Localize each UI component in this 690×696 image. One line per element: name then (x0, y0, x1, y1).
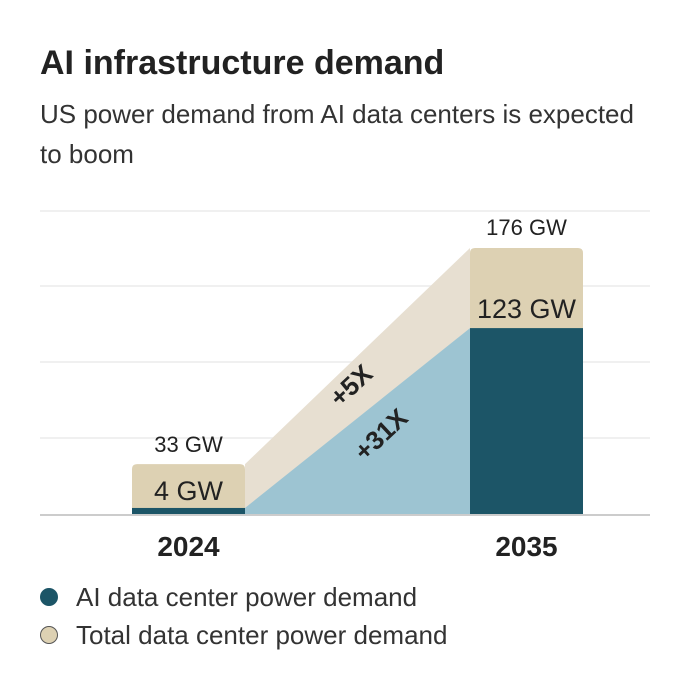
ai-growth-band (245, 328, 470, 514)
legend-swatch-total (40, 626, 58, 644)
legend-item-ai: AI data center power demand (40, 578, 447, 616)
value-label-ai-2035: 123 GW (477, 294, 577, 324)
page-subtitle: US power demand from AI data centers is … (40, 99, 634, 169)
legend-item-total: Total data center power demand (40, 616, 447, 654)
legend-swatch-ai (40, 588, 58, 606)
page-title: AI infrastructure demand (40, 44, 445, 82)
value-label-ai-2024: 4 GW (154, 476, 224, 506)
bar-total-2024 (132, 464, 245, 514)
bar-ai-2035 (470, 328, 583, 514)
x-tick-label-2024: 2024 (157, 531, 220, 560)
x-tick-label-2035: 2035 (495, 531, 557, 560)
bar-ai-2024 (132, 507, 245, 514)
value-label-total-2035: 176 GW (486, 215, 567, 240)
legend-label-ai: AI data center power demand (76, 581, 418, 612)
legend-label-total: Total data center power demand (76, 619, 448, 650)
value-label-total-2024: 33 GW (154, 432, 223, 457)
legend: AI data center power demand Total data c… (40, 578, 447, 654)
